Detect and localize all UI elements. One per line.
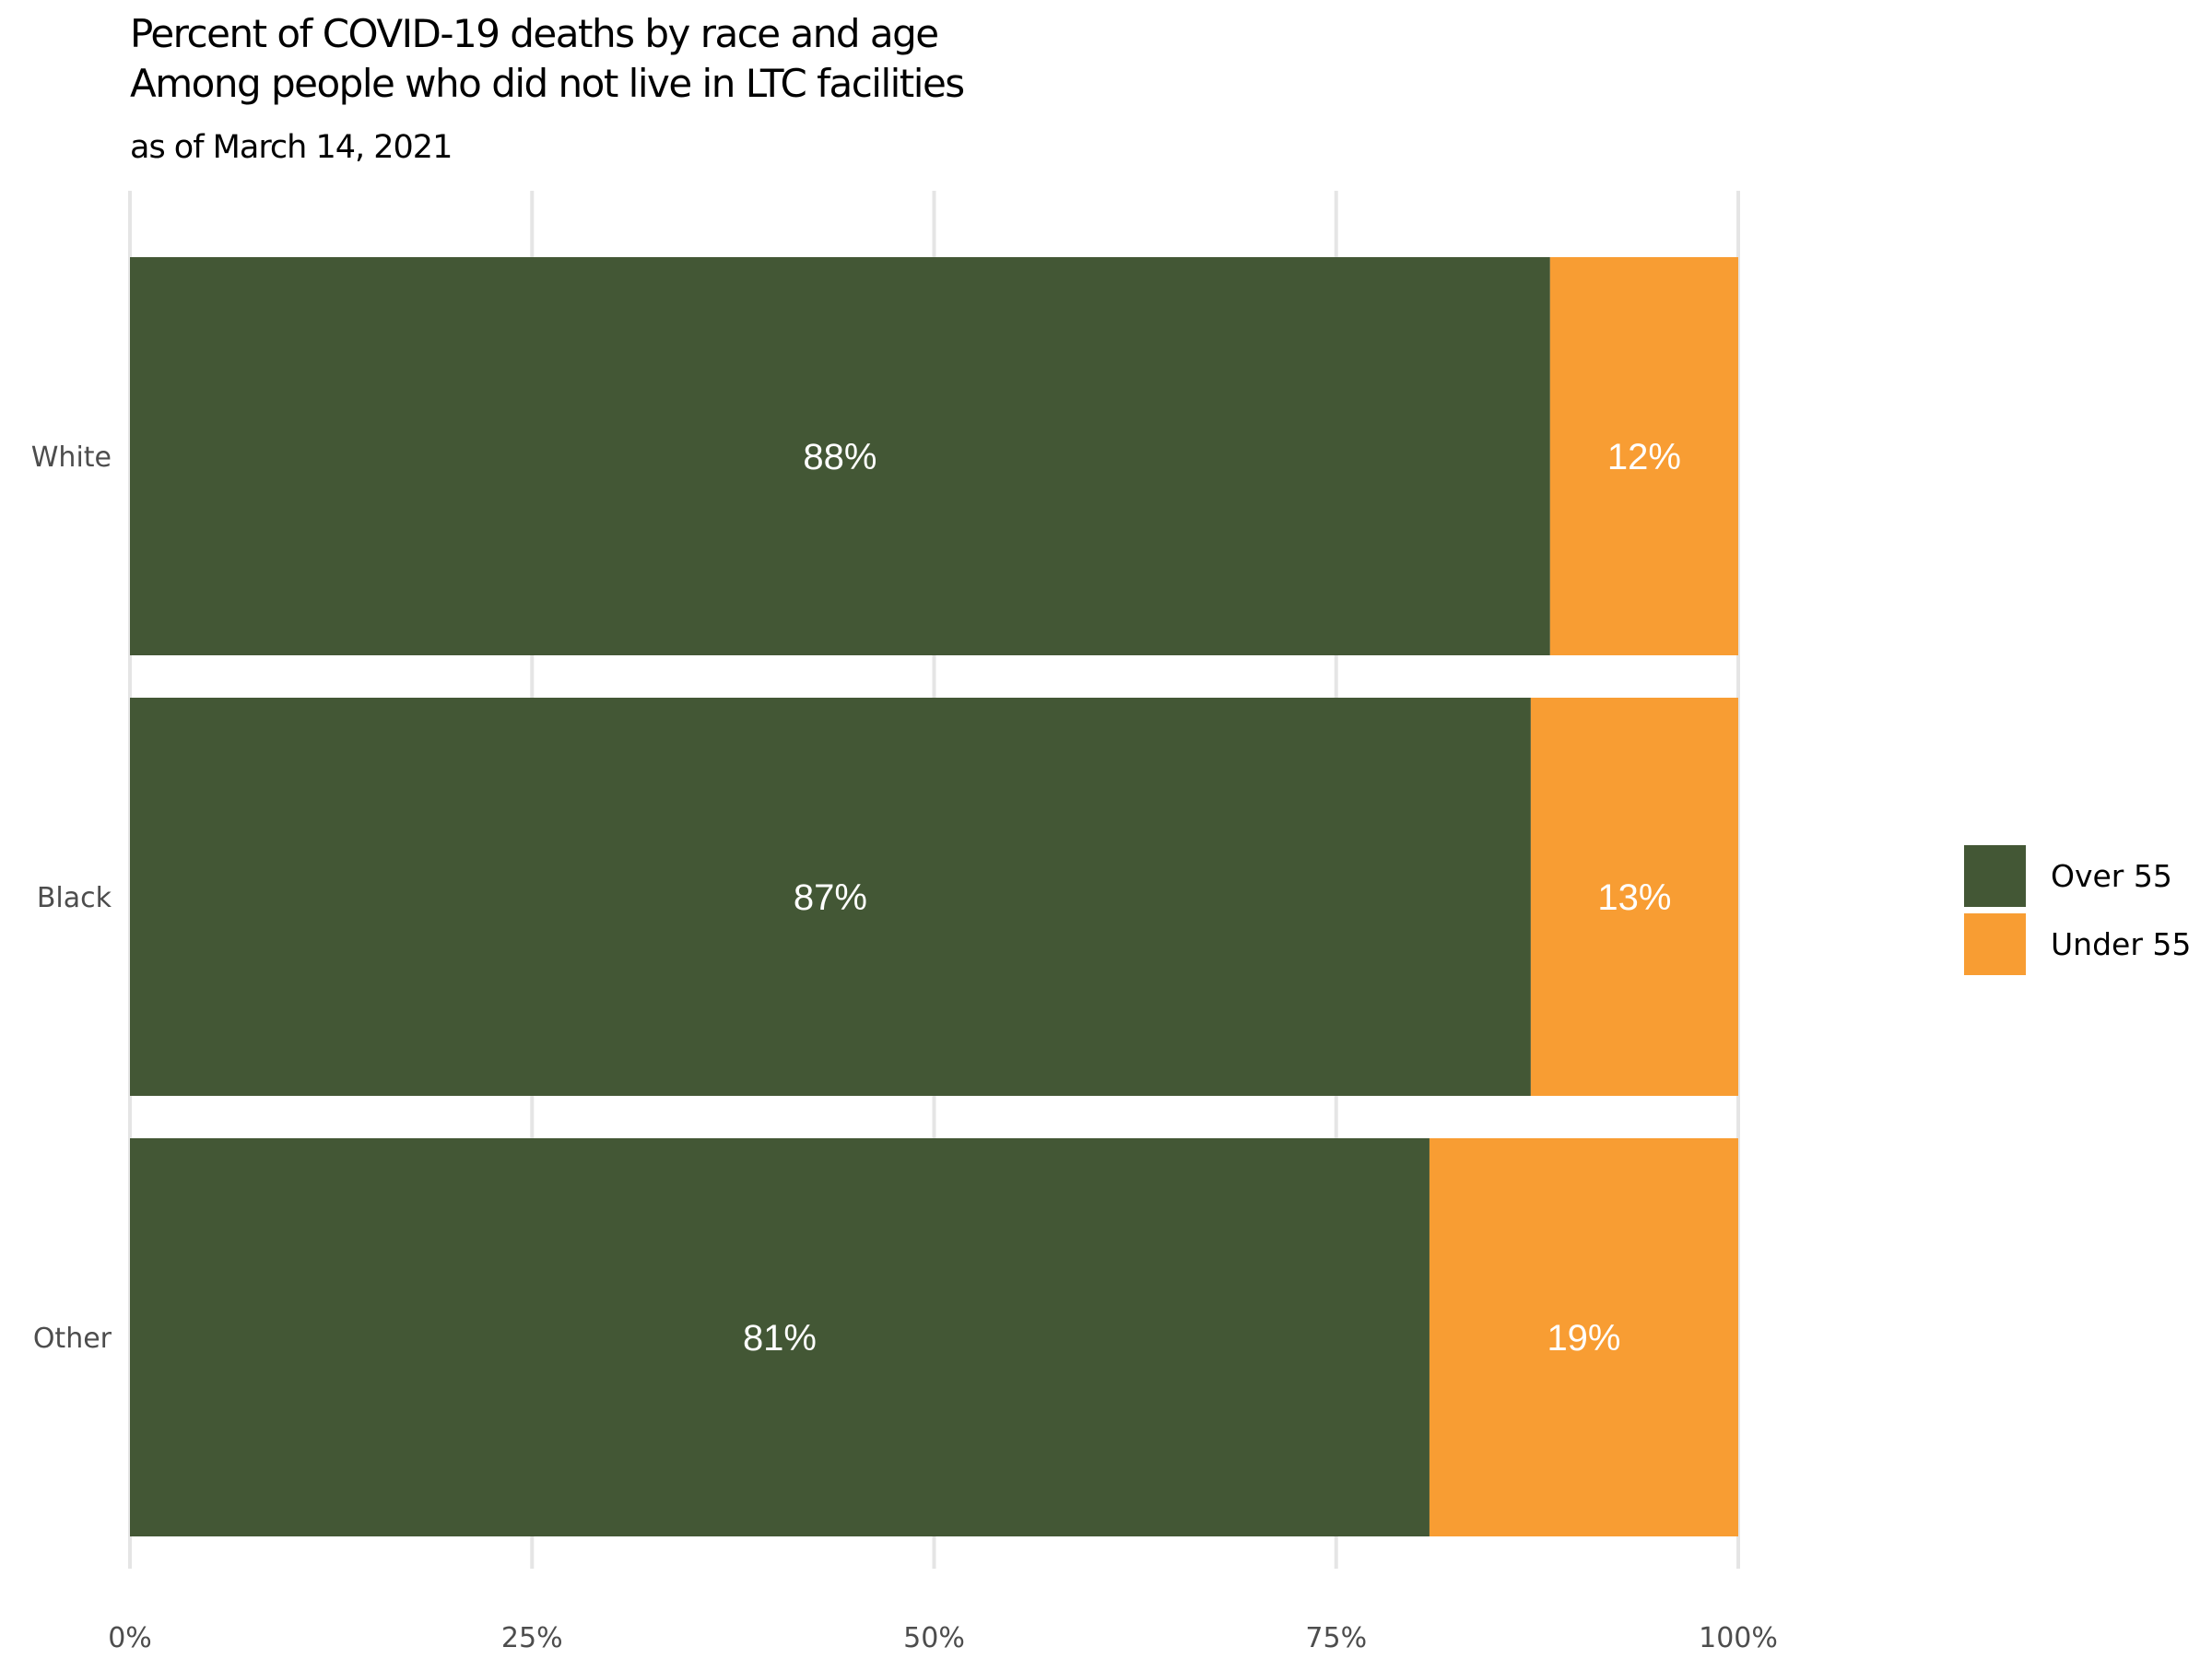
data-label: 13% [1597,877,1671,918]
legend-label: Under 55 [2051,925,2192,962]
x-tick-label: 25% [501,1622,563,1654]
y-tick-label: White [31,441,112,474]
bar-segment-over-55 [130,257,1550,655]
bar-segment-under-55 [1429,1138,1738,1536]
bar-segment-over-55 [130,1138,1430,1536]
chart-date-caption: as of March 14, 2021 [130,129,453,166]
y-tick-label: Other [33,1323,112,1355]
x-tick-label: 100% [1699,1622,1778,1654]
bar-segment-under-55 [1549,257,1738,655]
legend-item-under-55: Under 55 [1964,911,2191,977]
bar-segment-under-55 [1530,698,1738,1096]
data-label: 87% [794,877,867,918]
legend: Over 55 Under 55 [1964,842,2191,979]
legend-swatch-over-55 [1964,844,2026,907]
chart-title: Percent of COVID-19 deaths by race and a… [130,11,939,56]
data-label: 81% [743,1318,817,1359]
chart-subtitle: Among people who did not live in LTC fac… [130,61,965,106]
x-tick-label: 50% [903,1622,965,1654]
data-label: 88% [803,437,877,477]
legend-item-over-55: Over 55 [1964,842,2191,909]
x-tick-label: 75% [1305,1622,1367,1654]
legend-label: Over 55 [2051,857,2172,894]
bar-segment-over-55 [130,698,1531,1096]
data-label: 19% [1547,1318,1620,1359]
x-tick-label: 0% [108,1622,152,1654]
legend-swatch-under-55 [1964,912,2026,975]
data-label: 12% [1607,437,1681,477]
y-tick-label: Black [37,882,112,914]
